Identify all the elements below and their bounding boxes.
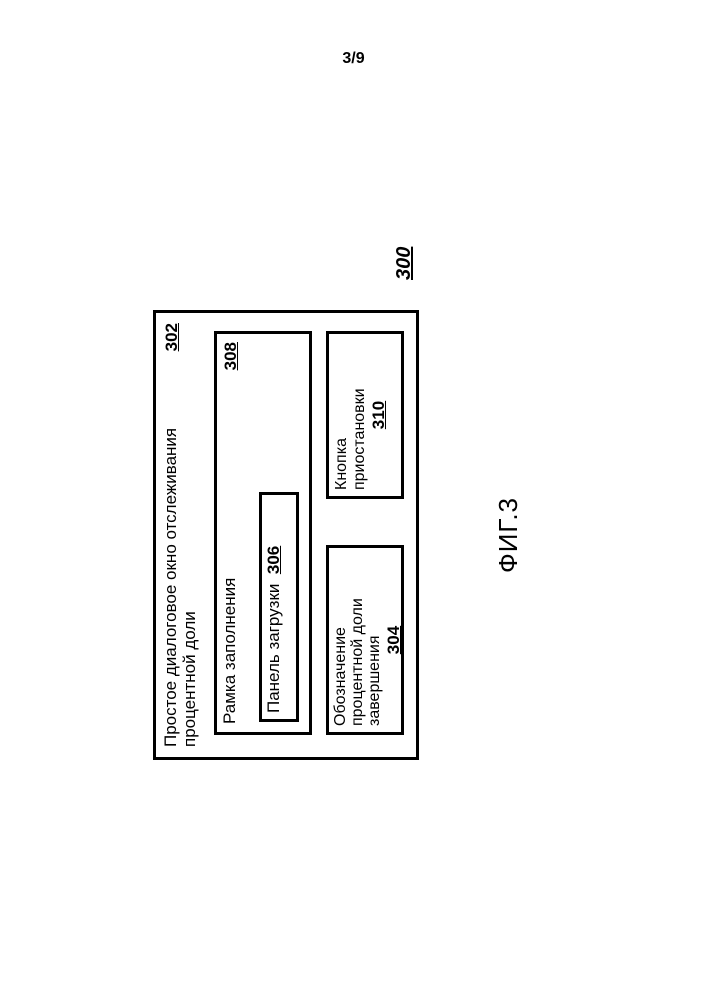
pause-line1: Кнопка — [333, 340, 351, 490]
percent-line3: завершения — [366, 635, 383, 726]
load-panel-box: Панель загрузки 306 — [259, 492, 299, 722]
percent-line1: Обозначение — [333, 554, 350, 726]
load-panel-label: Панель загрузки — [264, 584, 283, 713]
fill-frame-label: Рамка заполнения — [221, 578, 238, 724]
percent-ref: 304 — [385, 554, 403, 726]
dialog-title-line2: процентной доли — [181, 323, 200, 747]
page-number: 3/9 — [0, 50, 707, 68]
figure-overall-ref: 300 — [393, 247, 416, 280]
rotated-stage: Простое диалоговое окно отслеживания про… — [153, 240, 553, 760]
load-panel-ref: 306 — [264, 546, 283, 574]
pause-ref: 310 — [370, 340, 389, 490]
dialog-box: Простое диалоговое окно отслеживания про… — [153, 310, 419, 760]
dialog-title-line1: Простое диалоговое окно отслеживания — [162, 323, 181, 747]
fill-frame-ref: 308 — [221, 342, 241, 370]
dialog-ref: 302 — [162, 323, 182, 351]
pause-line2: приостановки — [351, 340, 369, 490]
figure-caption: ФИГ.3 — [493, 310, 524, 760]
dialog-title: Простое диалоговое окно отслеживания про… — [162, 323, 199, 747]
percent-label-box: Обозначение процентной доли завершения30… — [326, 545, 404, 735]
figure-diagram: Простое диалоговое окно отслеживания про… — [153, 240, 553, 760]
percent-line2: процентной доли — [350, 554, 367, 726]
pause-button-box: Кнопка приостановки 310 — [326, 331, 404, 499]
fill-frame-box: Рамка заполнения 308 Панель загрузки 306 — [214, 331, 312, 735]
